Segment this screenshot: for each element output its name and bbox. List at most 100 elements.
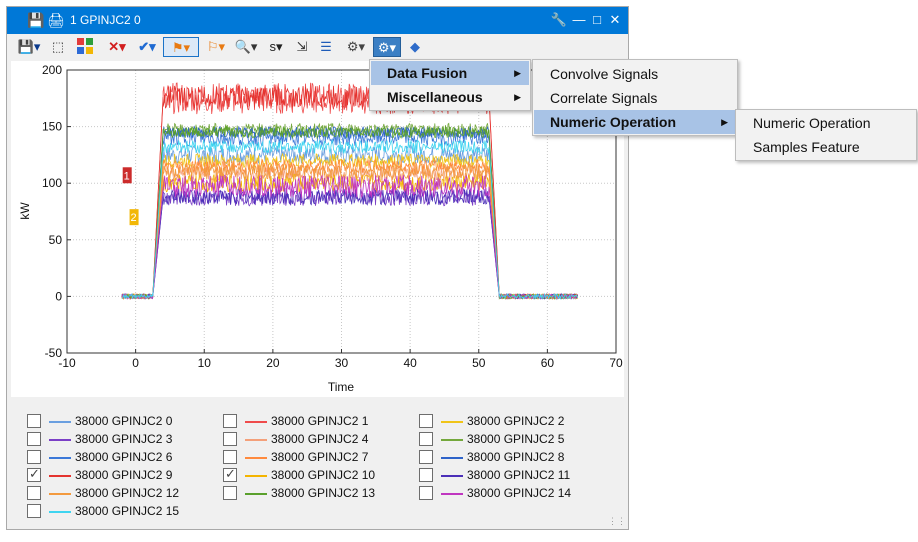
legend-label: 38000 GPINJC2 10 bbox=[271, 468, 376, 482]
legend-label: 38000 GPINJC2 0 bbox=[75, 414, 173, 428]
marker-alt-button[interactable]: ⚐▾ bbox=[206, 39, 226, 54]
legend-checkbox[interactable]: ✓ bbox=[27, 466, 41, 482]
y-tick-label: -50 bbox=[45, 346, 63, 360]
menu-item-data-fusion[interactable]: Data Fusion ▶ bbox=[371, 61, 529, 85]
legend-swatch bbox=[49, 421, 71, 423]
menu-item-convolve-signals[interactable]: Convolve Signals bbox=[534, 62, 736, 86]
print-icon[interactable]: 🖨 bbox=[47, 12, 65, 28]
title-bar[interactable]: 💾 🖨 1 GPINJC2 0 🔧 — □ ✕ bbox=[7, 7, 628, 34]
legend-swatch bbox=[441, 457, 463, 459]
wrench-icon[interactable]: 🔧 bbox=[550, 12, 568, 27]
legend-checkbox[interactable] bbox=[419, 486, 433, 500]
context-menu-level2: Convolve Signals Correlate Signals Numer… bbox=[532, 59, 738, 136]
legend-checkbox[interactable] bbox=[27, 486, 41, 500]
legend: 38000 GPINJC2 0 38000 GPINJC2 1 38000 GPIN… bbox=[11, 401, 624, 525]
flag-marker-button[interactable]: ⚑▾ bbox=[163, 37, 199, 57]
legend-label: 38000 GPINJC2 8 bbox=[467, 450, 565, 464]
legend-checkbox[interactable] bbox=[419, 450, 433, 464]
axis-ticks: -10 0 10 20 30 40 50 60 70 -50 0 50 100 150 200 bbox=[42, 63, 623, 370]
menu-item-correlate-signals[interactable]: Correlate Signals bbox=[534, 86, 736, 110]
legend-checkbox[interactable] bbox=[223, 486, 237, 500]
delete-button[interactable]: ✕▾ bbox=[108, 39, 126, 54]
legend-label: 38000 GPINJC2 5 bbox=[467, 432, 565, 446]
legend-checkbox[interactable] bbox=[419, 468, 433, 482]
legend-label: 38000 GPINJC2 9 bbox=[75, 468, 173, 482]
legend-swatch bbox=[441, 421, 463, 423]
legend-checkbox[interactable] bbox=[223, 414, 237, 428]
legend-checkbox[interactable] bbox=[27, 432, 41, 446]
menu-item-label: Miscellaneous bbox=[387, 89, 483, 105]
context-menu-level3: Numeric Operation Samples Feature bbox=[735, 109, 917, 161]
legend-swatch bbox=[245, 457, 267, 459]
palette-icon bbox=[77, 38, 93, 54]
legend-swatch bbox=[245, 421, 267, 423]
x-axis-label: Time bbox=[328, 380, 355, 394]
legend-checkbox[interactable] bbox=[27, 414, 41, 428]
y-tick-label: 200 bbox=[42, 63, 62, 77]
menu-item-label: Correlate Signals bbox=[550, 90, 658, 106]
legend-label: 38000 GPINJC2 13 bbox=[271, 486, 376, 500]
x-tick-label: 0 bbox=[132, 356, 139, 370]
legend-checkbox[interactable] bbox=[223, 432, 237, 446]
legend-label: 38000 GPINJC2 3 bbox=[75, 432, 173, 446]
legend-label: 38000 GPINJC2 6 bbox=[75, 450, 173, 464]
x-tick-label: 70 bbox=[609, 356, 623, 370]
save-icon[interactable]: 💾 bbox=[27, 12, 45, 28]
legend-swatch bbox=[441, 493, 463, 495]
legend-label: 38000 GPINJC2 7 bbox=[271, 450, 369, 464]
marker-1-flag[interactable] bbox=[122, 167, 132, 184]
legend-checkbox[interactable]: ✓ bbox=[223, 466, 237, 482]
close-button[interactable]: ✕ bbox=[609, 12, 621, 27]
submenu-arrow-icon: ▶ bbox=[514, 92, 521, 102]
menu-item-label: Data Fusion bbox=[387, 65, 468, 81]
menu-item-label: Numeric Operation bbox=[753, 115, 871, 131]
legend-label: 38000 GPINJC2 15 bbox=[75, 504, 180, 518]
legend-swatch bbox=[49, 475, 71, 477]
python-button[interactable]: ◆ bbox=[410, 39, 420, 54]
markers[interactable]: 12 bbox=[122, 167, 139, 226]
legend-checkbox[interactable] bbox=[223, 450, 237, 464]
color-palette-button[interactable] bbox=[71, 37, 99, 57]
menu-item-numeric-operation-sub[interactable]: Numeric Operation bbox=[737, 111, 915, 135]
legend-checkbox[interactable] bbox=[27, 450, 41, 464]
legend-swatch bbox=[441, 439, 463, 441]
legend-label: 38000 GPINJC2 14 bbox=[467, 486, 572, 500]
checkmark-icon: ✓ bbox=[225, 466, 236, 481]
shrink-button[interactable]: ⇲ bbox=[296, 39, 308, 54]
menu-item-numeric-operation[interactable]: Numeric Operation ▶ bbox=[534, 110, 736, 134]
select-region-button[interactable]: ⬚ bbox=[51, 39, 65, 54]
save-dropdown-button[interactable]: 💾▾ bbox=[17, 39, 41, 54]
processing-gear-button[interactable]: ⚙▾ bbox=[346, 39, 366, 54]
processing-menu-button[interactable]: ⚙▾ bbox=[373, 37, 401, 57]
series-line-14 bbox=[121, 174, 578, 300]
submenu-arrow-icon: ▶ bbox=[721, 117, 728, 127]
minimize-button[interactable]: — bbox=[572, 12, 586, 27]
menu-item-miscellaneous[interactable]: Miscellaneous ▶ bbox=[371, 85, 529, 109]
resize-grip-icon[interactable]: ⋮⋮ bbox=[608, 516, 626, 526]
legend-swatch bbox=[49, 457, 71, 459]
legend-label: 38000 GPINJC2 2 bbox=[467, 414, 565, 428]
s-dropdown-button[interactable]: s▾ bbox=[269, 39, 283, 54]
restore-button[interactable]: □ bbox=[593, 12, 601, 27]
checkmark-icon: ✓ bbox=[29, 466, 40, 481]
legend-swatch bbox=[49, 439, 71, 441]
toolbar: 💾▾ ⬚ ✕▾ ✔▾ ⚑▾ ⚐▾ 🔍▾ s▾ ⇲ ☰ ⚙▾ ⚙▾ ◆ bbox=[7, 34, 628, 60]
legend-swatch bbox=[245, 439, 267, 441]
legend-checkbox[interactable] bbox=[27, 504, 41, 518]
legend-swatch bbox=[245, 493, 267, 495]
align-button[interactable]: ☰ bbox=[320, 39, 332, 54]
marker-2-flag[interactable] bbox=[129, 209, 139, 226]
y-tick-label: 100 bbox=[42, 176, 62, 190]
legend-swatch bbox=[49, 493, 71, 495]
legend-checkbox[interactable] bbox=[419, 432, 433, 446]
menu-item-samples-feature[interactable]: Samples Feature bbox=[737, 135, 915, 159]
legend-checkbox[interactable] bbox=[419, 414, 433, 428]
y-tick-label: 0 bbox=[55, 289, 62, 303]
check-button[interactable]: ✔▾ bbox=[138, 39, 156, 54]
zoom-button[interactable]: 🔍▾ bbox=[234, 39, 258, 54]
x-tick-label: 40 bbox=[403, 356, 417, 370]
x-tick-label: 60 bbox=[541, 356, 555, 370]
y-tick-label: 150 bbox=[42, 120, 62, 134]
